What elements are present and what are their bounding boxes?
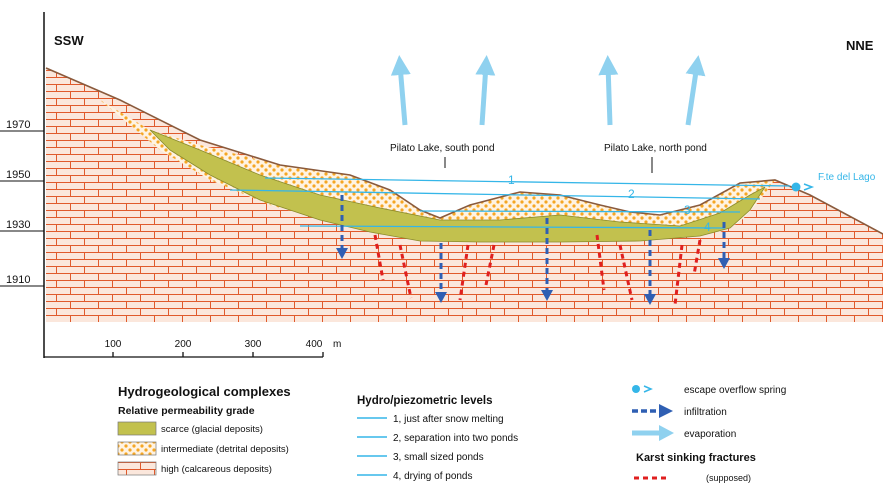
evaporation-arrow-icon [475,55,496,126]
evaporation-arrow-icon [685,55,706,126]
legend-spring-label: escape overflow spring [684,385,786,396]
legend-evaporation-label: evaporation [684,429,736,440]
karst-fracture [618,244,634,301]
infiltration-arrow-icon [435,243,447,303]
evaporation-arrow-icon [390,55,411,126]
elevation-label-1910: 1910 [6,274,30,286]
karst-fracture [458,244,470,301]
level-4-number: 4 [704,220,711,234]
level-3-number: 3 [684,203,691,217]
ground-surface [45,67,883,235]
infiltration-arrow-icon [718,222,730,269]
legend-level-2-label: 2, separation into two ponds [393,433,518,444]
scale-tick-100: 100 [105,339,122,350]
permeability-title: Relative permeability grade [118,405,255,417]
legend-level-1-label: 1, just after snow melting [393,414,504,425]
karst-fracture [398,244,413,299]
level-1-line [264,177,791,187]
evaporation-arrow-icon [598,55,619,126]
spring-icon [632,385,653,393]
karst-fracture [595,234,606,291]
scale-unit: m [333,339,341,350]
infiltration-arrow-icon [541,218,553,301]
legend-level-4-label: 4, drying of ponds [393,471,473,482]
legend-level-3-label: 3, small sized ponds [393,452,484,463]
elevation-label-1950: 1950 [6,169,30,181]
karst-fracture [692,239,702,276]
infiltration-arrow-icon [336,195,348,259]
karst-fracture [484,244,496,286]
swatch-scarce [117,421,157,436]
bedrock-calcareous [46,68,883,322]
karst-note: (supposed) [706,473,751,483]
infiltration-arrows [336,195,730,305]
levels-title: Hydro/piezometric levels [357,395,493,407]
permeability-high-label: high (calcareous deposits) [161,464,272,475]
level-4-line [299,225,726,229]
level-2-number: 2 [628,187,635,201]
direction-nne: NNE [846,38,874,53]
north-pond-label: Pilato Lake, north pond [604,143,707,154]
scale-ticks [112,352,324,357]
karst-fractures [373,234,702,306]
karst-fracture [373,234,385,281]
swatch-high [117,461,157,476]
spring-label: F.te del Lago [818,172,876,183]
scale-tick-300: 300 [245,339,262,350]
elevation-ticks [0,130,44,287]
scale-tick-400: 400 [306,339,323,350]
karst-title: Karst sinking fractures [636,452,756,464]
karst-fracture [673,244,684,306]
elevation-label-1970: 1970 [6,119,30,131]
swatch-intermediate [117,441,157,456]
legend-infiltration-label: infiltration [684,407,727,418]
level-3-line [419,210,741,213]
south-pond-label: Pilato Lake, south pond [390,143,495,154]
evaporation-arrows [390,55,706,126]
infiltration-arrow-icon [632,404,673,418]
elevation-label-1930: 1930 [6,219,30,231]
level-1-number: 1 [508,173,515,187]
permeability-scarce-label: scarce (glacial deposits) [161,424,263,435]
direction-ssw: SSW [54,33,84,48]
permeability-intermediate-label: intermediate (detrital deposits) [161,444,289,455]
scale-tick-200: 200 [175,339,192,350]
complexes-title: Hydrogeological complexes [118,384,291,399]
spring-icon [791,182,815,192]
infiltration-arrow-icon [644,230,656,305]
evaporation-arrow-icon [632,425,674,441]
level-2-line [229,189,761,200]
